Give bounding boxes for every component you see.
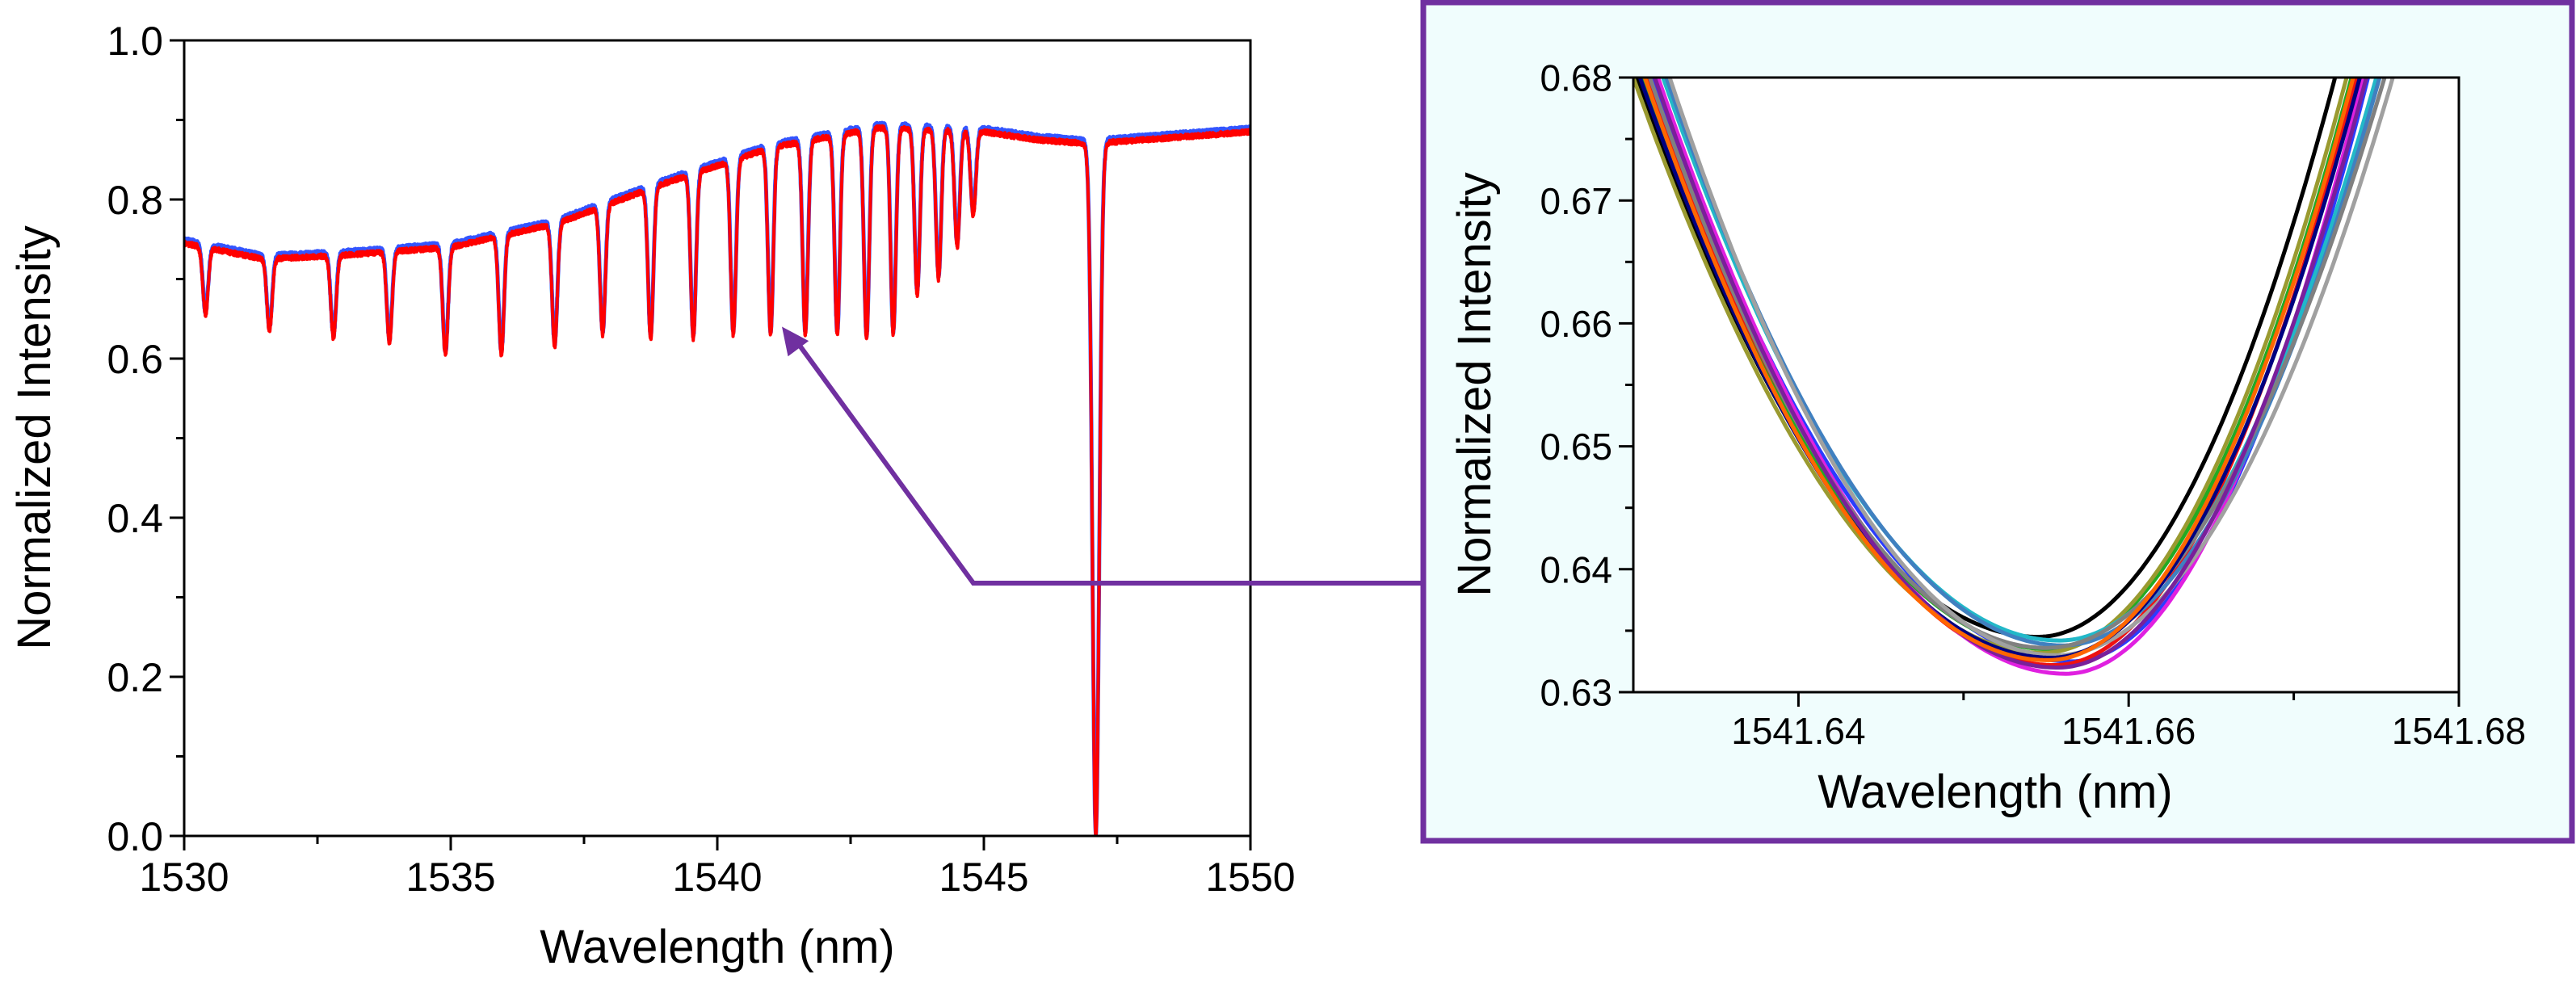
y-tick-label: 0.0 — [107, 814, 163, 859]
x-tick-label: 1545 — [939, 855, 1028, 900]
y-tick-label: 0.68 — [1540, 57, 1612, 99]
inset-series-s10 — [1667, 78, 2395, 657]
y-tick-label: 1.0 — [107, 19, 163, 64]
y-tick-label: 0.4 — [107, 496, 163, 541]
inset-series-s9 — [1647, 78, 2387, 650]
x-tick-label: 1541.66 — [2061, 710, 2196, 752]
arrow-line — [794, 339, 1423, 586]
y-tick-label: 0.66 — [1540, 303, 1612, 345]
main-y-axis-label: Normalized Intensity — [8, 225, 61, 649]
inset-axis-ticks: 1541.64 1541.66 1541.68 0.63 0.64 0.65 0.66 0.6… — [1540, 57, 2526, 752]
inset-series-s13 — [1642, 78, 2355, 662]
x-tick-label: 1541.68 — [2392, 710, 2526, 752]
arrow-head — [782, 326, 809, 357]
y-tick-label: 0.64 — [1540, 548, 1612, 590]
inset-chart: 1541.64 1541.66 1541.68 0.63 0.64 0.65 0.66 0.6… — [1420, 0, 2575, 844]
main-series-red — [184, 124, 1250, 836]
y-tick-label: 0.63 — [1540, 672, 1612, 714]
inset-traces — [1633, 78, 2395, 676]
inset-series-s7 — [1661, 78, 2379, 643]
y-tick-label: 0.6 — [107, 337, 163, 382]
x-tick-label: 1535 — [406, 855, 495, 900]
x-tick-label: 1540 — [672, 855, 762, 900]
inset-y-axis-label: Normalized Intensity — [1448, 172, 1501, 596]
x-tick-label: 1550 — [1205, 855, 1295, 900]
x-tick-label: 1541.64 — [1731, 710, 1865, 752]
main-traces — [184, 120, 1250, 836]
y-tick-label: 0.67 — [1540, 180, 1612, 222]
main-axis-ticks: 1530 1535 1540 1545 1550 0.0 0.2 0.4 0.6 0.8 1.0 — [107, 19, 1295, 900]
y-tick-label: 0.2 — [107, 655, 163, 700]
inset-series-s12 — [1652, 78, 2369, 670]
main-chart: 1530 1535 1540 1545 1550 0.0 0.2 0.4 0.6 0.8 1.0 W… — [8, 19, 1296, 973]
main-x-axis-label: Wavelength (nm) — [540, 921, 894, 973]
y-tick-label: 0.65 — [1540, 426, 1612, 468]
inset-x-axis-label: Wavelength (nm) — [1817, 766, 2172, 818]
y-tick-label: 0.8 — [107, 178, 163, 223]
x-tick-label: 1530 — [139, 855, 229, 900]
inset-series-s11 — [1637, 78, 2362, 660]
inset-connector-arrow — [782, 326, 1423, 586]
